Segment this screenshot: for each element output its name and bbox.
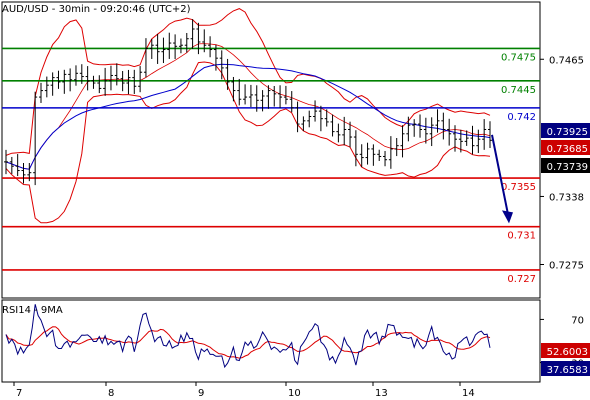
bollinger-bands bbox=[5, 8, 491, 224]
x-tick-label: 14 bbox=[462, 388, 475, 399]
y-tick-label: 0.7275 bbox=[549, 261, 584, 272]
price-tag-label: 0.73739 bbox=[547, 162, 588, 173]
price-panel: 0.7475 0.7445 0.742 0.7355 0.731 0.727 0.7465… bbox=[2, 8, 590, 285]
rsi-title: RSI14 - 9MA bbox=[2, 305, 63, 316]
rsi-tag-box bbox=[541, 343, 590, 358]
moving-average bbox=[5, 63, 491, 170]
level-label: 0.742 bbox=[507, 112, 536, 123]
bollinger-lower bbox=[5, 61, 491, 224]
price-tag-box bbox=[541, 140, 590, 155]
level-label: 0.7355 bbox=[501, 182, 536, 193]
price-panel-frame bbox=[1, 1, 541, 299]
rsi-tag-label: 37.6583 bbox=[547, 365, 588, 376]
price-tags: 0.73925 0.73685 0.73739 bbox=[541, 123, 590, 173]
y-tick-label: 0.7465 bbox=[549, 55, 584, 66]
price-tag-box bbox=[541, 123, 590, 138]
x-tick-label: 8 bbox=[108, 388, 114, 399]
level-label: 0.727 bbox=[507, 274, 536, 285]
forecast-arrow-shaft bbox=[491, 134, 509, 215]
chart-frames bbox=[1, 1, 541, 383]
rsi-tag-label: 52.6003 bbox=[547, 347, 588, 358]
rsi-line bbox=[5, 304, 491, 369]
price-tag-label: 0.73685 bbox=[547, 144, 588, 155]
horizontal-levels: 0.7475 0.7445 0.742 0.7355 0.731 0.727 bbox=[2, 47, 540, 285]
ma-line bbox=[5, 63, 491, 170]
price-tag-label: 0.73925 bbox=[547, 127, 588, 138]
time-x-axis: 7 8 9 10 13 14 bbox=[13, 382, 475, 399]
level-label: 0.7475 bbox=[501, 52, 536, 63]
bollinger-upper bbox=[5, 8, 491, 156]
level-label: 0.7445 bbox=[501, 85, 536, 96]
x-tick-label: 10 bbox=[288, 388, 301, 399]
price-tag-box bbox=[541, 158, 590, 173]
rsi-panel-frame bbox=[1, 299, 541, 383]
x-tick-label: 13 bbox=[375, 388, 388, 399]
price-y-axis: 0.7465 0.7338 0.7275 bbox=[540, 55, 584, 272]
forecast-arrow bbox=[491, 134, 513, 224]
x-tick-label: 7 bbox=[16, 388, 22, 399]
x-tick-label: 9 bbox=[198, 388, 204, 399]
y-tick-label: 0.7338 bbox=[549, 192, 584, 203]
rsi-ma-line bbox=[5, 326, 491, 359]
forecast-arrow-head bbox=[502, 210, 513, 224]
rsi-y-tick-label: 70 bbox=[571, 315, 584, 326]
rsi-tag-box bbox=[541, 361, 590, 376]
price-candles bbox=[4, 19, 492, 186]
bollinger-middle bbox=[5, 43, 491, 170]
level-label: 0.731 bbox=[507, 231, 536, 242]
chart-title: AUD/USD - 30min - 09:20:46 (UTC+2) bbox=[2, 4, 191, 15]
